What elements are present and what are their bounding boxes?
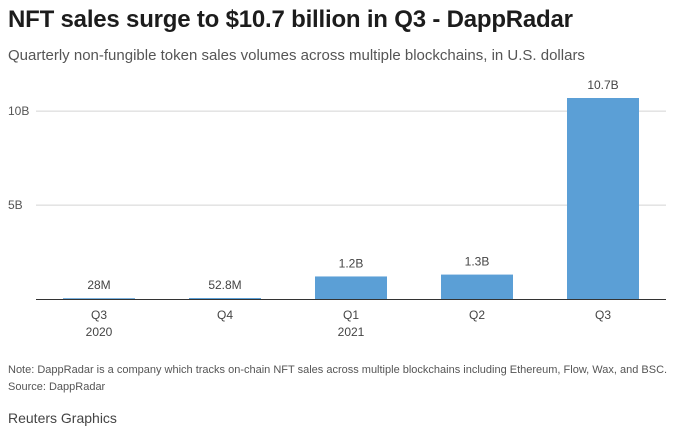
- bar-chart: 5B 10B 28M Q3 2020 52.8M Q4 1.2B Q1 2021 1.3B Q2 10.…: [8, 78, 666, 339]
- y-tick-label: 10B: [8, 104, 29, 118]
- bar: [315, 276, 387, 299]
- data-label: 10.7B: [587, 78, 618, 92]
- x-tick-label: Q2: [469, 308, 485, 322]
- data-label: 1.2B: [339, 256, 364, 270]
- y-tick-label: 5B: [8, 198, 23, 212]
- data-label: 52.8M: [208, 278, 241, 292]
- bar: [189, 298, 261, 299]
- data-label: 1.3B: [465, 255, 490, 269]
- chart-title: NFT sales surge to $10.7 billion in Q3 -…: [8, 6, 573, 33]
- chart-note: Note: DappRadar is a company which track…: [8, 362, 667, 396]
- footer-credit: Reuters Graphics: [8, 410, 117, 426]
- x-tick-label: Q4: [217, 308, 233, 322]
- bar: [567, 98, 639, 299]
- x-tick-year-label: 2020: [86, 325, 113, 339]
- x-tick-label: Q3: [91, 308, 107, 322]
- chart-subtitle: Quarterly non-fungible token sales volum…: [8, 47, 585, 64]
- bar: [441, 274, 513, 299]
- note-text: Note: DappRadar is a company which track…: [8, 364, 668, 376]
- bar: [63, 298, 135, 299]
- x-tick-label: Q3: [595, 308, 611, 322]
- data-label: 28M: [87, 278, 110, 292]
- x-tick-label: Q1: [343, 308, 359, 322]
- source-text: Source: DappRadar: [8, 381, 106, 393]
- x-tick-year-label: 2021: [338, 325, 365, 339]
